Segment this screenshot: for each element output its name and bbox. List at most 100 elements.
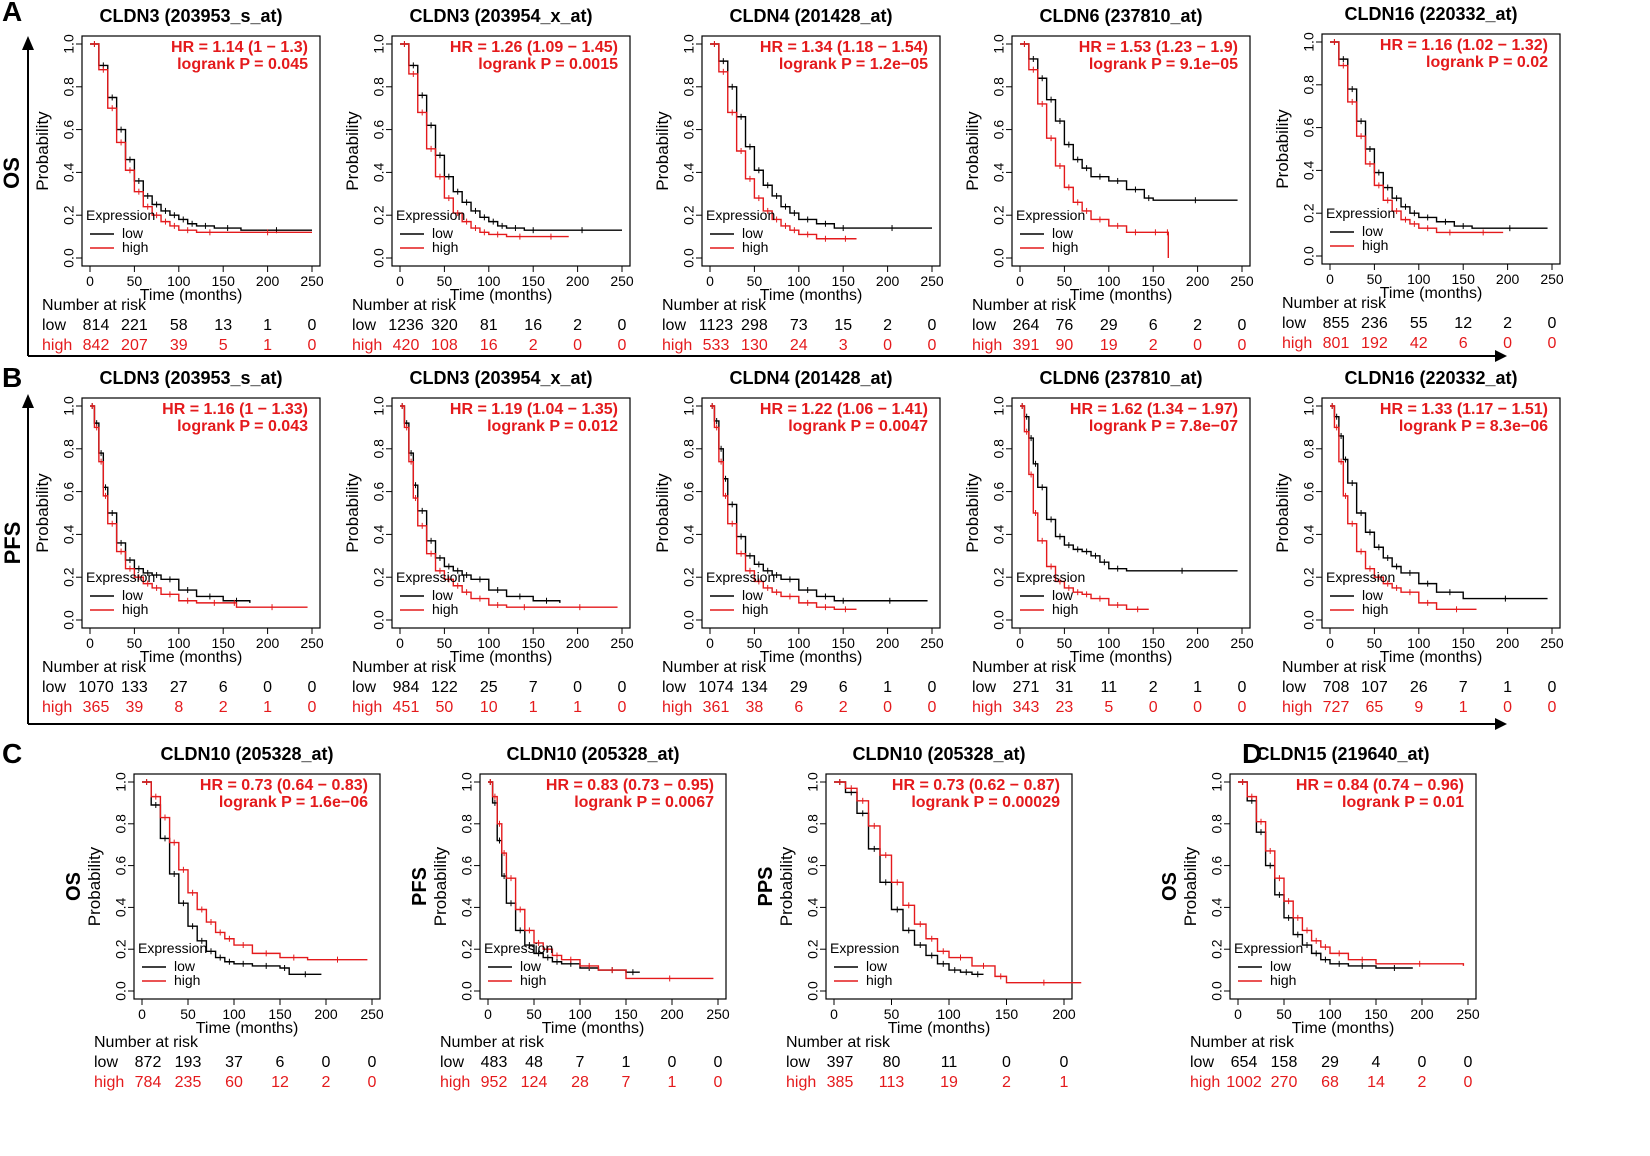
panel-letter-d: D	[1242, 738, 1263, 769]
x-tick-label: 250	[1230, 273, 1254, 289]
km-curve-low	[400, 405, 561, 603]
risk-count-low: 158	[1271, 1054, 1298, 1071]
plot-title: CLDN4 (201428_at)	[729, 6, 892, 26]
risk-row-label-low: low	[352, 679, 376, 696]
y-tick-label: 0.4	[371, 524, 387, 544]
risk-count-high: 108	[431, 337, 458, 354]
risk-count-low: 654	[1231, 1054, 1258, 1071]
risk-count-high: 451	[393, 699, 420, 716]
risk-count-low: 1	[1193, 679, 1202, 696]
risk-count-low: 0	[308, 679, 317, 696]
x-tick-label: 0	[1326, 635, 1334, 651]
risk-count-high: 2	[529, 337, 538, 354]
risk-count-low: 0	[928, 317, 937, 334]
risk-count-low: 855	[1323, 315, 1350, 332]
risk-count-high: 2	[1418, 1074, 1427, 1091]
logrank-p-label: logrank P = 0.0047	[788, 418, 928, 435]
y-tick-label: 0.4	[371, 162, 387, 182]
risk-count-high: 420	[393, 337, 420, 354]
y-tick-label: 0.0	[61, 248, 77, 268]
y-tick-label: 1.0	[991, 396, 1007, 416]
legend-title: Expression	[1016, 207, 1085, 223]
x-tick-label: 50	[1276, 1006, 1292, 1022]
legend-title: Expression	[86, 207, 155, 223]
legend-title: Expression	[830, 940, 899, 956]
legend-label-low: low	[432, 225, 454, 241]
plot-title: CLDN3 (203954_x_at)	[409, 368, 592, 388]
y-tick-label: 1.0	[681, 34, 697, 54]
x-tick-label: 100	[1407, 635, 1431, 651]
risk-count-high: 0	[928, 337, 937, 354]
risk-count-low: 15	[834, 317, 852, 334]
x-tick-label: 100	[937, 1006, 961, 1022]
logrank-p-label: logrank P = 1.6e−06	[219, 794, 368, 811]
risk-count-high: 0	[618, 337, 627, 354]
y-tick-label: 0.2	[61, 567, 77, 587]
y-tick-label: 0.8	[1301, 439, 1317, 459]
x-tick-label: 100	[1097, 273, 1121, 289]
risk-table-title: Number at risk	[972, 659, 1077, 676]
risk-row-label-high: high	[1282, 335, 1312, 352]
x-tick-label: 200	[256, 273, 280, 289]
x-tick-label: 50	[127, 273, 143, 289]
plot-frame	[1011, 397, 1251, 629]
y-tick-label: 1.0	[459, 772, 475, 792]
y-tick-label: 0.6	[371, 120, 387, 140]
risk-count-low: 193	[175, 1054, 202, 1071]
legend-title: Expression	[1326, 569, 1395, 585]
risk-count-low: 1	[622, 1054, 631, 1071]
x-tick-label: 150	[832, 273, 856, 289]
legend-label-high: high	[174, 972, 200, 988]
km-curve-low	[710, 405, 928, 602]
x-tick-label: 150	[614, 1006, 638, 1022]
y-tick-label: 0.2	[1301, 567, 1317, 587]
x-tick-label: 250	[1456, 1006, 1480, 1022]
y-tick-label: 1.0	[371, 396, 387, 416]
x-tick-label: 150	[212, 273, 236, 289]
risk-count-low: 1	[883, 679, 892, 696]
km-plot: CLDN10 (205328_at) 0.0 0.2 0.4 0.6 0.8 1.0 0 50 1…	[63, 744, 384, 1091]
y-tick-label: 0.4	[1209, 897, 1225, 917]
y-tick-label: 0.8	[1301, 75, 1317, 95]
x-tick-label: 0	[1016, 635, 1024, 651]
km-plot: CLDN4 (201428_at) 0.0 0.2 0.4 0.6 0.8 1.0 0 50 10…	[653, 6, 944, 354]
risk-row-label-low: low	[662, 317, 686, 334]
x-axis-label: Time (months)	[140, 287, 243, 304]
legend-label-low: low	[1270, 958, 1292, 974]
legend-label-high: high	[432, 239, 458, 255]
y-tick-label: 0.2	[459, 939, 475, 959]
risk-count-low: 0	[928, 679, 937, 696]
y-axis-label: Probability	[33, 111, 52, 191]
risk-count-high: 270	[1271, 1074, 1298, 1091]
hazard-ratio-label: HR = 1.16 (1 − 1.33)	[162, 401, 308, 418]
hazard-ratio-label: HR = 1.16 (1.02 − 1.32)	[1380, 37, 1548, 54]
risk-row-label-high: high	[42, 699, 72, 716]
x-tick-label: 200	[876, 635, 900, 651]
risk-count-low: 814	[83, 317, 110, 334]
risk-count-low: 48	[525, 1054, 543, 1071]
x-tick-label: 250	[1540, 635, 1564, 651]
risk-count-low: 483	[481, 1054, 508, 1071]
hazard-ratio-label: HR = 1.14 (1 − 1.3)	[171, 39, 308, 56]
risk-count-high: 784	[135, 1074, 162, 1091]
legend-title: Expression	[484, 940, 553, 956]
x-tick-label: 150	[1452, 271, 1476, 287]
risk-count-low: 0	[668, 1054, 677, 1071]
y-tick-label: 0.4	[1301, 524, 1317, 544]
legend-label-high: high	[742, 239, 768, 255]
risk-count-low: 7	[576, 1054, 585, 1071]
km-curve-high	[400, 405, 618, 608]
x-tick-label: 0	[138, 1006, 146, 1022]
risk-count-high: 1	[573, 699, 582, 716]
x-axis-label: Time (months)	[450, 649, 553, 666]
risk-count-high: 533	[703, 337, 730, 354]
risk-row-label-low: low	[1190, 1054, 1214, 1071]
x-tick-label: 50	[1367, 271, 1383, 287]
risk-count-low: 0	[618, 317, 627, 334]
risk-count-high: 8	[174, 699, 183, 716]
panel-letter-b: B	[2, 362, 23, 393]
risk-count-low: 0	[1238, 317, 1247, 334]
hazard-ratio-label: HR = 0.73 (0.62 − 0.87)	[892, 777, 1060, 794]
risk-row-label-high: high	[42, 337, 72, 354]
